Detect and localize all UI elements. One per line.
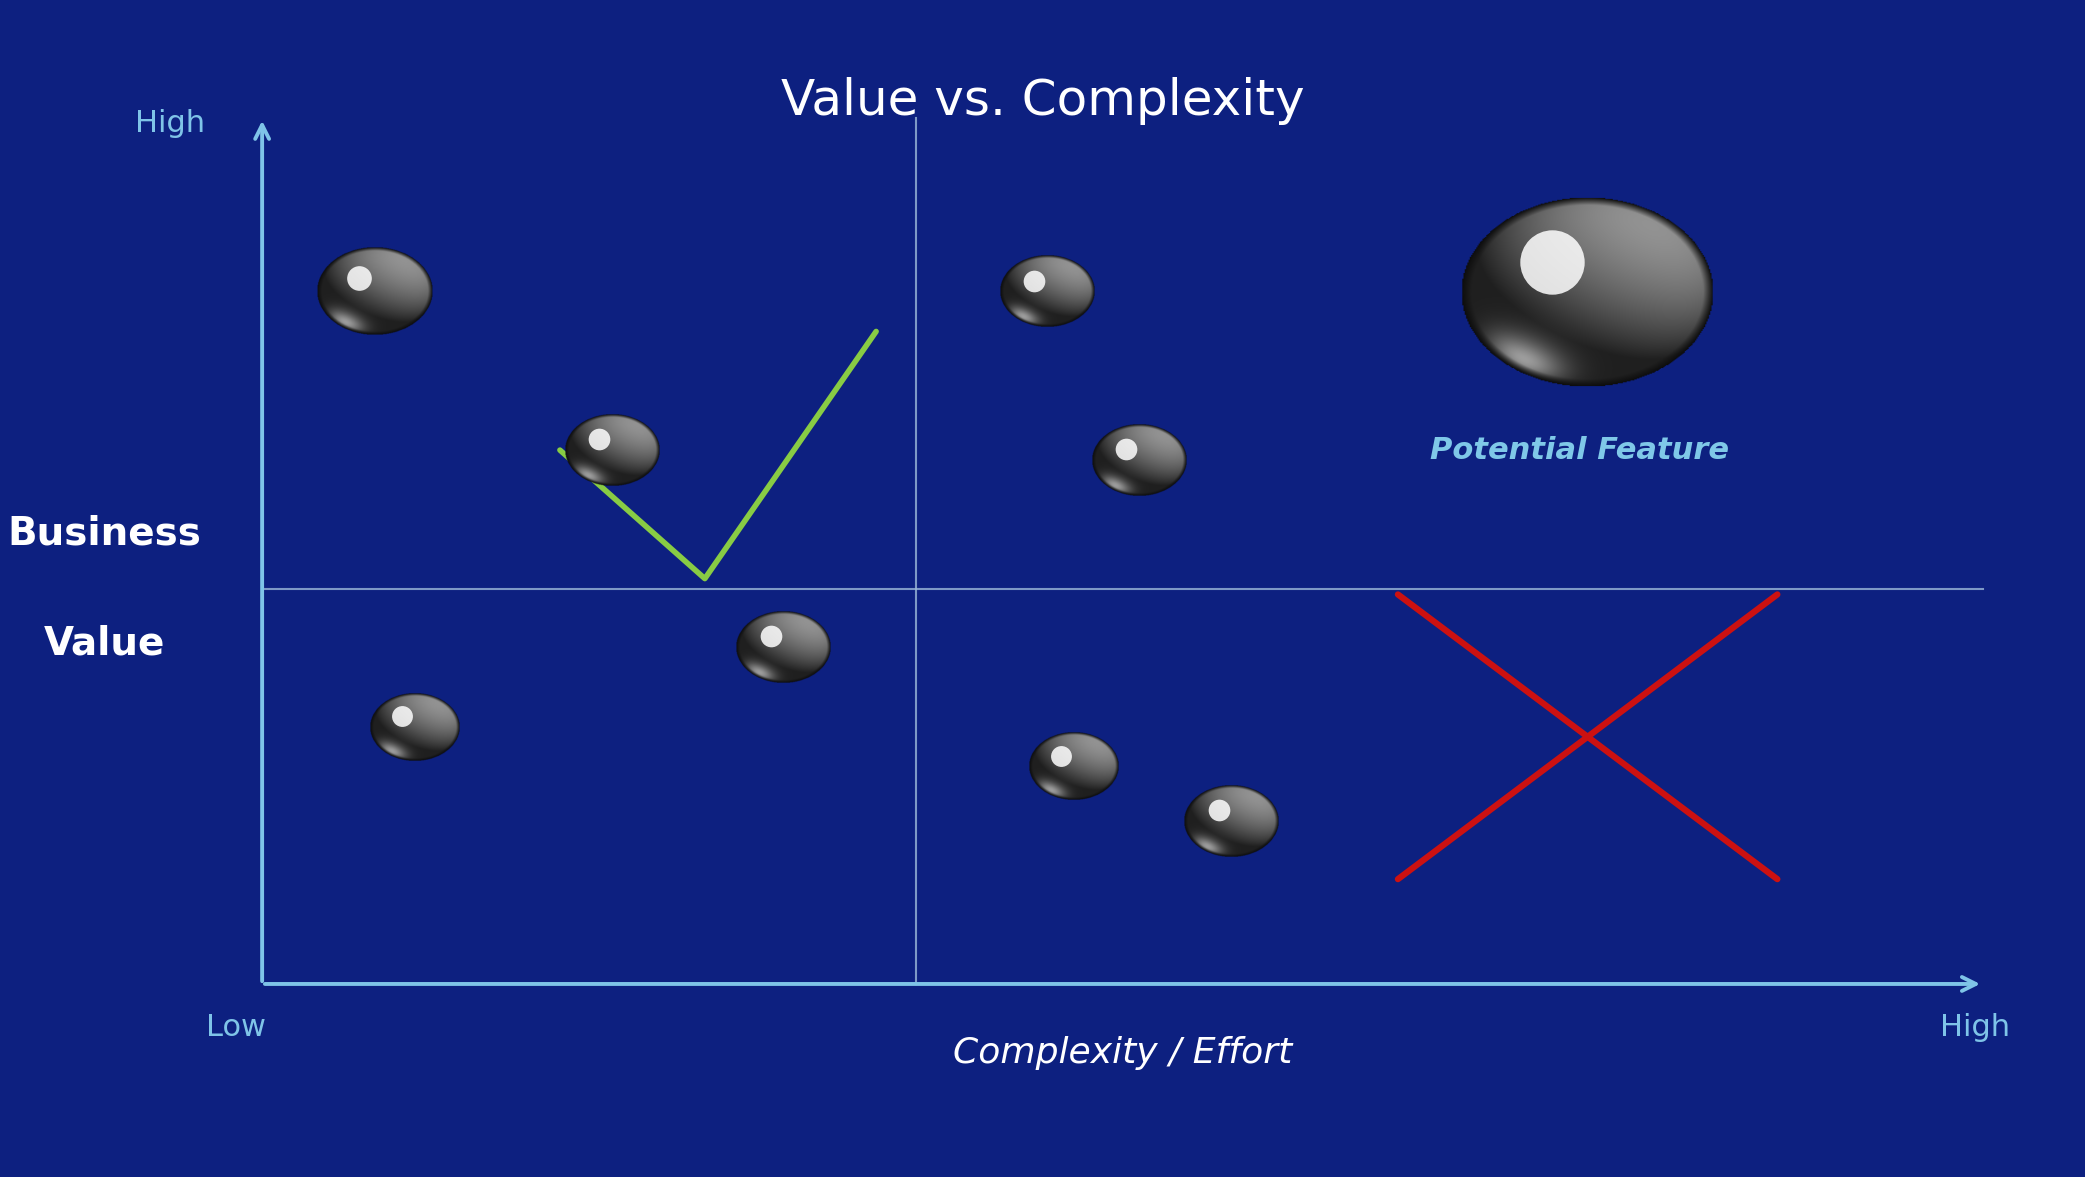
Point	[1017, 271, 1051, 290]
Point	[1109, 439, 1143, 458]
Text: Value: Value	[44, 624, 165, 663]
Text: Potential Feature: Potential Feature	[1430, 435, 1728, 465]
Point	[1535, 252, 1568, 271]
Text: Low: Low	[206, 1013, 265, 1042]
Point	[755, 627, 788, 646]
Text: Business: Business	[6, 514, 200, 553]
Text: High: High	[1939, 1013, 2010, 1042]
Point	[386, 706, 419, 725]
Point	[1045, 746, 1078, 765]
Point	[342, 268, 375, 287]
Point	[582, 430, 615, 448]
Text: High: High	[136, 109, 204, 139]
Text: Complexity / Effort: Complexity / Effort	[953, 1036, 1293, 1070]
Text: Value vs. Complexity: Value vs. Complexity	[780, 77, 1305, 125]
Point	[1201, 802, 1234, 820]
